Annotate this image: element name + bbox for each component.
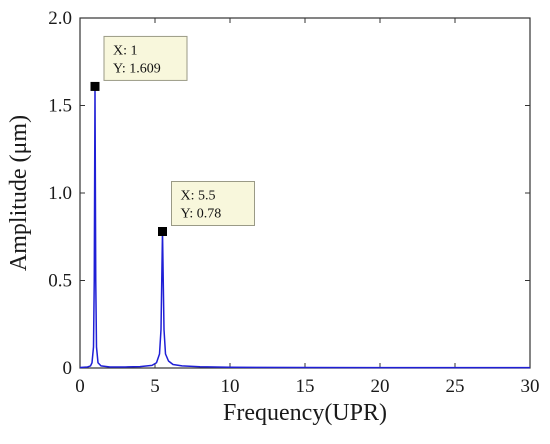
datatip-x-text: X: 5.5 (181, 189, 216, 204)
y-tick-label: 0.5 (48, 271, 72, 292)
datatip-x-text: X: 1 (113, 43, 138, 58)
datatip-box (171, 181, 255, 226)
datatip-marker (158, 227, 167, 236)
datatip-marker (90, 81, 100, 91)
datatip-layer: X: 1 Y: 1.609 X: 5.5 Y: 0.78 (90, 35, 255, 236)
datatip: X: 1 Y: 1.609 (90, 35, 188, 91)
x-tick-label: 20 (371, 376, 390, 397)
y-axis-ticks: 0 0.5 1.0 1.5 2.0 (48, 8, 530, 379)
spectrum-line (79, 85, 530, 369)
x-tick-label: 10 (221, 376, 240, 397)
y-tick-label: 0 (63, 358, 73, 379)
x-tick-label: 30 (521, 376, 540, 397)
datatip-y-text: Y: 0.78 (181, 207, 222, 222)
series-layer (79, 85, 530, 369)
x-axis-ticks: 0 5 10 15 20 25 30 (75, 18, 540, 397)
y-tick-label: 1.0 (48, 183, 72, 204)
y-tick-label: 2.0 (48, 8, 72, 29)
datatip: X: 5.5 Y: 0.78 (158, 181, 255, 236)
datatip-y-text: Y: 1.609 (113, 61, 161, 76)
x-tick-label: 25 (446, 376, 465, 397)
y-axis-label: Amplitude (μm) (6, 115, 32, 271)
x-tick-label: 0 (75, 376, 85, 397)
datatip-box (103, 35, 188, 81)
x-tick-label: 15 (296, 376, 315, 397)
x-axis-label: Frequency(UPR) (223, 400, 387, 426)
x-tick-label: 5 (150, 376, 160, 397)
y-tick-label: 1.5 (48, 96, 72, 117)
